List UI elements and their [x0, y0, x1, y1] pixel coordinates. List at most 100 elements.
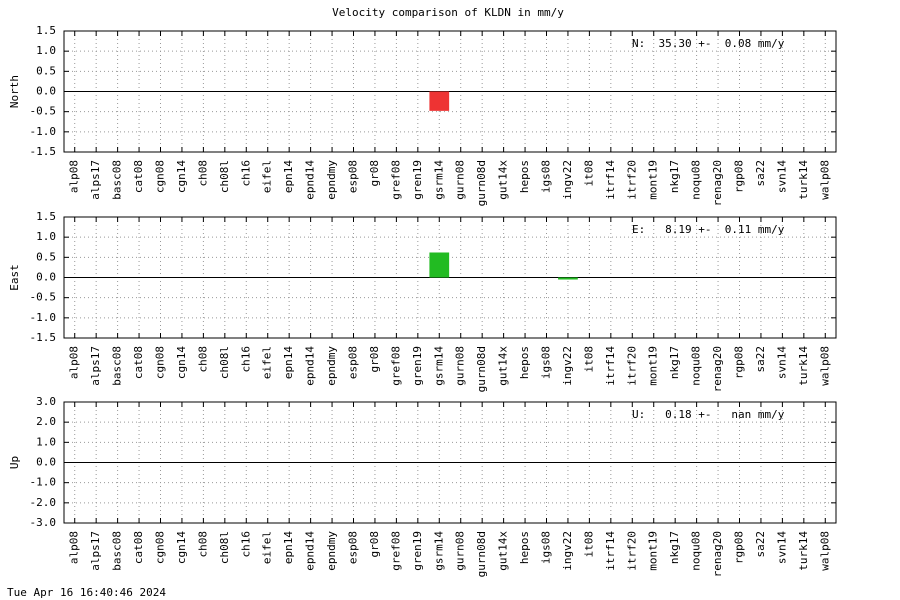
x-tick-label: gsrm14 — [432, 346, 445, 386]
x-tick-label: cgn08 — [154, 346, 167, 379]
x-tick-label: basc08 — [111, 346, 124, 386]
x-tick-label: basc08 — [111, 531, 124, 571]
x-tick-label: eifel — [261, 531, 274, 564]
plot-frame — [63, 216, 837, 339]
x-tick-label: gurn08d — [475, 531, 488, 577]
x-tick-label: cat08 — [132, 160, 145, 193]
x-tick-label: gsrm14 — [432, 160, 445, 200]
x-tick-label: sa22 — [754, 346, 767, 373]
x-tick-label: ch08l — [218, 160, 231, 193]
x-tick-label: turk14 — [797, 160, 810, 200]
x-tick-label: mont19 — [647, 160, 660, 200]
y-tick-label: 1.0 — [36, 230, 56, 243]
x-tick-label: alp08 — [68, 531, 81, 564]
x-tick-label: basc08 — [111, 160, 124, 200]
footer-timestamp: Tue Apr 16 16:40:46 2024 — [7, 586, 166, 599]
x-tick-label: mont19 — [647, 531, 660, 571]
x-tick-label: eifel — [261, 160, 274, 193]
x-tick-label: gref08 — [389, 531, 402, 571]
y-tick-label: -0.5 — [30, 105, 57, 118]
x-tick-label: gut14x — [497, 531, 510, 571]
x-tick-label: noqu08 — [690, 346, 703, 386]
x-tick-label: cat08 — [132, 531, 145, 564]
x-tick-label: ingv22 — [561, 531, 574, 571]
x-tick-label: igs08 — [540, 531, 553, 564]
x-tick-label: cgn08 — [154, 531, 167, 564]
x-tick-label: alps17 — [89, 346, 102, 386]
x-tick-label: cgn14 — [175, 346, 188, 379]
x-tick-label: epnd14 — [304, 160, 317, 200]
x-tick-label: ch08 — [196, 346, 209, 373]
y-tick-label: 0.0 — [36, 456, 56, 469]
x-tick-label: epnd14 — [304, 531, 317, 571]
x-tick-label: it08 — [582, 531, 595, 558]
x-tick-label: gr08 — [368, 531, 381, 558]
x-tick-label: ch16 — [239, 160, 252, 187]
x-tick-label: gref08 — [389, 160, 402, 200]
x-tick-label: rgp08 — [733, 160, 746, 193]
x-tick-label: hepos — [518, 531, 531, 564]
x-tick-label: walp08 — [818, 160, 831, 200]
bar — [558, 277, 578, 280]
y-tick-label: 1.5 — [36, 24, 56, 37]
x-tick-label: cgn14 — [175, 531, 188, 564]
x-tick-label: ingv22 — [561, 346, 574, 386]
x-tick-label: alp08 — [68, 346, 81, 379]
x-tick-label: itrf20 — [625, 346, 638, 386]
x-tick-label: sa22 — [754, 160, 767, 187]
annotation: N: 35.30 +- 0.08 mm/y — [632, 37, 785, 50]
x-tick-label: itrf14 — [604, 160, 617, 200]
y-tick-label: -2.0 — [30, 496, 57, 509]
x-tick-label: svn14 — [775, 531, 788, 564]
y-tick-label: -1.0 — [30, 476, 57, 489]
x-tick-label: renag20 — [711, 346, 724, 392]
y-tick-label: 2.0 — [36, 415, 56, 428]
x-tick-label: nkg17 — [668, 531, 681, 564]
x-tick-label: ch08l — [218, 531, 231, 564]
y-tick-label: 0.0 — [36, 85, 56, 98]
y-axis-label: Up — [8, 456, 21, 469]
x-tick-label: esp08 — [347, 160, 360, 193]
y-tick-label: -0.5 — [30, 291, 57, 304]
x-tick-label: it08 — [582, 346, 595, 373]
x-tick-label: hepos — [518, 160, 531, 193]
x-tick-label: gr08 — [368, 160, 381, 187]
y-axis-label: North — [8, 75, 21, 108]
x-tick-label: it08 — [582, 160, 595, 187]
x-tick-label: gr08 — [368, 346, 381, 373]
y-tick-label: 0.5 — [36, 64, 56, 77]
x-tick-label: alp08 — [68, 160, 81, 193]
x-tick-label: ch16 — [239, 346, 252, 373]
x-tick-label: noqu08 — [690, 160, 703, 200]
x-tick-label: svn14 — [775, 160, 788, 193]
x-tick-label: alps17 — [89, 160, 102, 200]
x-tick-label: gref08 — [389, 346, 402, 386]
x-tick-label: renag20 — [711, 531, 724, 577]
x-tick-label: gurn08 — [454, 160, 467, 200]
y-tick-label: 0.5 — [36, 250, 56, 263]
y-tick-label: 0.0 — [36, 271, 56, 284]
x-tick-label: epnd14 — [304, 346, 317, 386]
y-tick-label: 1.0 — [36, 44, 56, 57]
x-tick-label: itrf20 — [625, 531, 638, 571]
x-tick-label: nkg17 — [668, 160, 681, 193]
x-tick-label: walp08 — [818, 346, 831, 386]
x-tick-label: svn14 — [775, 346, 788, 379]
x-tick-label: noqu08 — [690, 531, 703, 571]
y-tick-label: -1.5 — [30, 331, 57, 344]
x-tick-label: epndmy — [325, 531, 338, 571]
y-tick-label: -1.5 — [30, 145, 57, 158]
x-tick-label: rgp08 — [733, 346, 746, 379]
x-tick-label: ch16 — [239, 531, 252, 558]
x-tick-label: sa22 — [754, 531, 767, 558]
x-tick-label: mont19 — [647, 346, 660, 386]
x-tick-label: gren19 — [411, 160, 424, 200]
x-tick-label: epn14 — [282, 531, 295, 564]
x-tick-label: esp08 — [347, 346, 360, 379]
x-tick-label: gut14x — [497, 346, 510, 386]
x-tick-label: epndmy — [325, 346, 338, 386]
chart-title: Velocity comparison of KLDN in mm/y — [332, 6, 564, 19]
x-tick-label: epndmy — [325, 160, 338, 200]
